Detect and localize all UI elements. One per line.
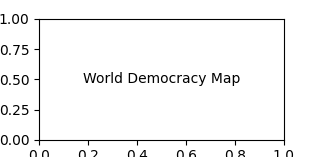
Text: World Democracy Map: World Democracy Map <box>83 72 240 86</box>
